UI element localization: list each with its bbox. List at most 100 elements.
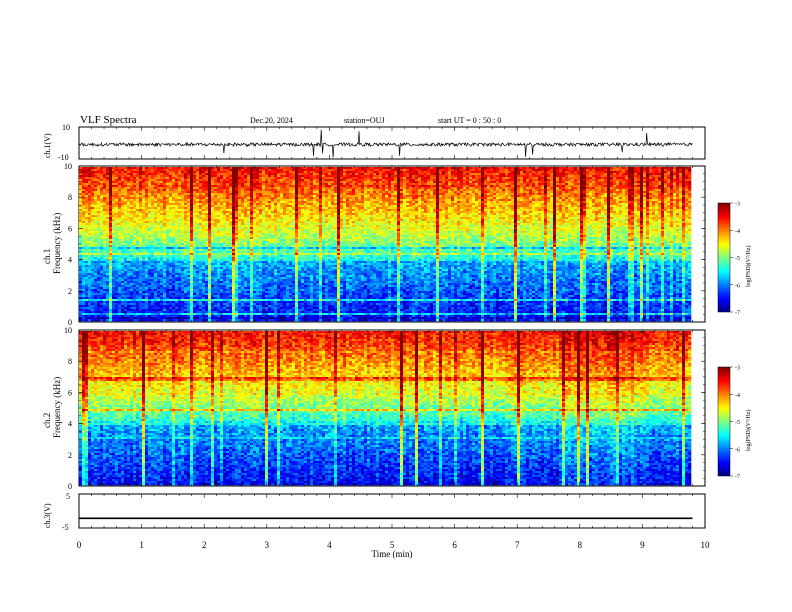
spectrogram-cell <box>247 185 250 187</box>
spectrogram-cell <box>388 181 391 183</box>
spectrogram-cell <box>370 167 373 169</box>
spectrogram-cell <box>478 171 481 173</box>
spectrogram-cell <box>640 167 643 169</box>
spectrogram-cell <box>175 183 178 185</box>
spectrogram-cell <box>148 209 151 211</box>
spectrogram-cell <box>658 211 661 213</box>
spectrogram-cell <box>583 187 586 189</box>
spectrogram-cell <box>379 169 382 171</box>
spectrogram-cell <box>316 175 319 177</box>
spectrogram-cell <box>82 203 85 205</box>
spectrogram-cell <box>88 167 91 169</box>
spectrogram-cell <box>415 207 418 209</box>
spectrogram-cell <box>451 183 454 185</box>
spectrogram-cell <box>550 205 553 207</box>
spectrogram-cell <box>649 205 652 207</box>
spectrogram-cell <box>628 173 631 175</box>
spectrogram-cell <box>280 183 283 185</box>
spectrogram-cell <box>349 205 352 207</box>
spectrogram-cell <box>448 189 451 191</box>
spectrogram-cell <box>553 175 556 177</box>
spectrogram-cell <box>451 195 454 197</box>
spectrogram-cell <box>412 175 415 177</box>
spectrogram-cell <box>574 201 577 203</box>
spectrogram-cell <box>337 189 340 191</box>
spectrogram-cell <box>400 191 403 193</box>
spectrogram-cell <box>508 175 511 177</box>
spectrogram-cell <box>496 185 499 187</box>
spectrogram-cell <box>631 175 634 177</box>
spectrogram-cell <box>454 213 457 215</box>
spectrogram-cell <box>199 189 202 191</box>
spectrogram-cell <box>217 173 220 175</box>
spectrogram-cell <box>526 177 529 179</box>
spectrogram-cell <box>634 197 637 199</box>
spectrogram-cell <box>265 213 268 215</box>
spectrogram-cell <box>136 179 139 181</box>
spectrogram-cell <box>637 191 640 193</box>
spectrogram-cell <box>109 201 112 203</box>
spectrogram-cell <box>559 167 562 169</box>
spectrogram-cell <box>682 167 685 169</box>
spectrogram-cell <box>598 169 601 171</box>
spectrogram-cell <box>637 187 640 189</box>
spectrogram-cell <box>112 181 115 183</box>
spectrogram-cell <box>364 201 367 203</box>
spectrogram-cell <box>172 205 175 207</box>
spectrogram-cell <box>679 195 682 197</box>
spectrogram-cell <box>292 191 295 193</box>
spectrogram-cell <box>337 209 340 211</box>
spectrogram-cell <box>337 205 340 207</box>
spectrogram-cell <box>553 199 556 201</box>
spectrogram-cell <box>283 199 286 201</box>
spectrogram-cell <box>592 169 595 171</box>
spectrogram-cell <box>190 203 193 205</box>
spectrogram-cell <box>205 207 208 209</box>
spectrogram-cell <box>481 193 484 195</box>
spectrogram-cell <box>268 203 271 205</box>
spectrogram-cell <box>79 183 82 185</box>
spectrogram-cell <box>592 191 595 193</box>
spectrogram-cell <box>130 173 133 175</box>
spectrogram-cell <box>397 203 400 205</box>
spectrogram-cell <box>97 215 100 217</box>
spectrogram-cell <box>589 175 592 177</box>
spectrogram-cell <box>118 203 121 205</box>
spectrogram-cell <box>82 205 85 207</box>
spectrogram-cell <box>358 169 361 171</box>
spectrogram-cell <box>223 199 226 201</box>
spectrogram-cell <box>304 179 307 181</box>
spectrogram-cell <box>466 197 469 199</box>
spectrogram-cell <box>607 169 610 171</box>
spectrogram-cell <box>379 181 382 183</box>
spectrogram-cell <box>526 173 529 175</box>
spectrogram-cell <box>82 169 85 171</box>
spectrogram-cell <box>544 211 547 213</box>
spectrogram-cell <box>103 211 106 213</box>
spectrogram-cell <box>628 171 631 173</box>
spectrogram-cell <box>370 175 373 177</box>
spectrogram-cell <box>358 167 361 169</box>
spectrogram-cell <box>373 179 376 181</box>
spectrogram-cell <box>91 185 94 187</box>
spectrogram-cell <box>169 191 172 193</box>
spectrogram-cell <box>361 207 364 209</box>
spectrogram-cell <box>439 183 442 185</box>
spectrogram-cell <box>541 183 544 185</box>
spectrogram-cell <box>475 177 478 179</box>
spectrogram-cell <box>202 173 205 175</box>
spectrogram-cell <box>457 183 460 185</box>
spectrogram-cell <box>400 201 403 203</box>
spectrogram-cell <box>406 199 409 201</box>
spectrogram-cell <box>520 201 523 203</box>
spectrogram-cell <box>637 197 640 199</box>
spectrogram-cell <box>175 191 178 193</box>
spectrogram-cell <box>433 209 436 211</box>
spectrogram-cell <box>580 179 583 181</box>
spectrogram-cell <box>175 199 178 201</box>
spectrogram-cell <box>352 197 355 199</box>
spectrogram-cell <box>307 193 310 195</box>
spectrogram-cell <box>478 191 481 193</box>
spectrogram-cell <box>154 191 157 193</box>
spectrogram-cell <box>340 173 343 175</box>
